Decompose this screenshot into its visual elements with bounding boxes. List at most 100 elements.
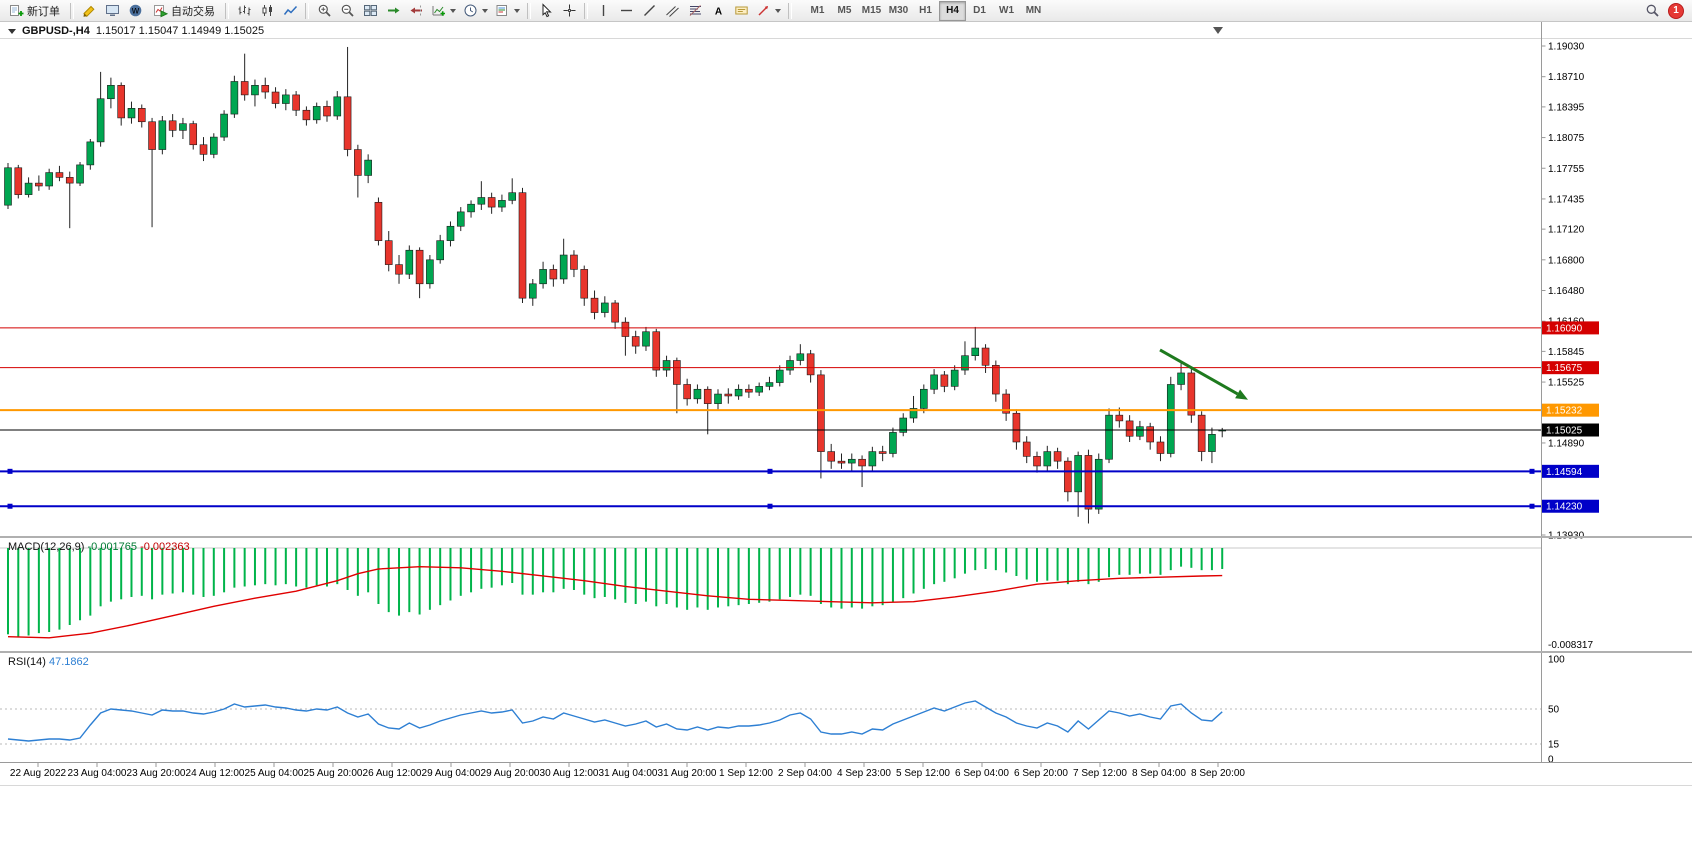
text-label-button[interactable] bbox=[730, 1, 752, 21]
chart-shift-button[interactable] bbox=[405, 1, 427, 21]
candle-up bbox=[662, 360, 671, 371]
text-button[interactable]: A bbox=[707, 1, 729, 21]
hline-handle[interactable] bbox=[767, 503, 773, 509]
candle-down bbox=[806, 353, 815, 376]
candle-up bbox=[775, 369, 784, 383]
candle-up bbox=[282, 94, 290, 104]
candlestick-chart-icon bbox=[262, 5, 272, 16]
candle-up bbox=[24, 182, 33, 195]
mql5-community-button[interactable]: w bbox=[124, 1, 146, 21]
zoom-in-button[interactable] bbox=[313, 1, 335, 21]
candle-down bbox=[703, 388, 712, 404]
fibonacci-button[interactable] bbox=[684, 1, 706, 21]
notification-badge[interactable]: 1 bbox=[1668, 2, 1684, 19]
candle-down bbox=[981, 347, 990, 366]
price-tag-label: 1.14230 bbox=[1546, 502, 1583, 513]
search-button[interactable] bbox=[1641, 1, 1663, 21]
macd-signal-value: -0.002363 bbox=[140, 541, 190, 553]
timeframe-M15[interactable]: M15 bbox=[861, 5, 882, 16]
candle-up bbox=[179, 123, 187, 131]
terminal-button[interactable] bbox=[101, 1, 123, 21]
metaeditor-button[interactable] bbox=[78, 1, 100, 21]
price-tag-label: 1.14594 bbox=[1546, 467, 1583, 478]
time-axis-label: 4 Sep 23:00 bbox=[837, 768, 891, 779]
panel-separator[interactable] bbox=[0, 536, 1692, 538]
candle-up bbox=[312, 106, 321, 121]
clock-icon bbox=[464, 4, 477, 17]
cursor-button[interactable] bbox=[535, 1, 557, 21]
fibonacci-icon bbox=[689, 5, 701, 16]
candle-down bbox=[292, 94, 300, 111]
timeframe-M1[interactable]: M1 bbox=[810, 5, 825, 16]
tile-windows-button[interactable] bbox=[359, 1, 381, 21]
chart-shift-marker[interactable] bbox=[1213, 27, 1223, 34]
timeframe-MN[interactable]: MN bbox=[1025, 5, 1042, 16]
candle-down bbox=[55, 172, 64, 178]
candle-down bbox=[621, 321, 630, 337]
horizontal-line-button[interactable] bbox=[615, 1, 637, 21]
new-order-button[interactable]: 新订单 bbox=[3, 1, 66, 21]
time-axis-label: 7 Sep 12:00 bbox=[1073, 768, 1127, 779]
candlestick-chart-button[interactable] bbox=[256, 1, 278, 21]
price-axis-label: 1.17120 bbox=[1548, 225, 1585, 236]
candle-up bbox=[1136, 426, 1144, 437]
new-order-label: 新订单 bbox=[27, 5, 60, 18]
rsi-axis-label: 100 bbox=[1548, 655, 1565, 666]
vertical-line-button[interactable] bbox=[592, 1, 614, 21]
price-tag bbox=[1542, 321, 1599, 335]
timeframe-M5[interactable]: M5 bbox=[837, 5, 852, 16]
auto-trading-play-icon bbox=[154, 5, 168, 18]
candle-up bbox=[446, 225, 455, 241]
line-chart-button[interactable] bbox=[279, 1, 301, 21]
candle-up bbox=[107, 85, 115, 100]
time-axis-label: 2 Sep 04:00 bbox=[778, 768, 832, 779]
bar-chart-button[interactable] bbox=[233, 1, 255, 21]
hline-handle[interactable] bbox=[767, 468, 773, 474]
candle-down bbox=[745, 388, 753, 393]
hline-handle[interactable] bbox=[1529, 503, 1535, 509]
timeframe-M30[interactable]: M30 bbox=[888, 5, 909, 16]
candle-down bbox=[189, 123, 198, 146]
templates-button[interactable] bbox=[492, 1, 523, 21]
panel-separator[interactable] bbox=[0, 651, 1692, 653]
candle-down bbox=[1146, 426, 1154, 443]
hline-handle[interactable] bbox=[1529, 468, 1535, 474]
auto-scroll-button[interactable] bbox=[382, 1, 404, 21]
time-axis-label: 29 Aug 04:00 bbox=[422, 768, 481, 779]
timeframe-H1[interactable]: H1 bbox=[919, 5, 932, 16]
chart-canvas[interactable]: 1.19030 1.18710 1.18395 1.18075 1.17755 1.174… bbox=[0, 22, 1692, 847]
crosshair-button[interactable] bbox=[558, 1, 580, 21]
channel-button[interactable] bbox=[661, 1, 683, 21]
timeframe-D1[interactable]: D1 bbox=[973, 5, 986, 16]
trend-arrow-head[interactable] bbox=[1235, 389, 1248, 400]
trend-arrow-line[interactable] bbox=[1159, 348, 1239, 396]
vertical-line-icon bbox=[602, 5, 604, 16]
price-tag-label: 1.16090 bbox=[1546, 323, 1583, 334]
candle-down bbox=[549, 269, 558, 280]
zoom-out-button[interactable] bbox=[336, 1, 358, 21]
indicators-button[interactable] bbox=[428, 1, 459, 21]
candle-up bbox=[765, 382, 774, 387]
trendline-button[interactable] bbox=[638, 1, 660, 21]
symbol-dropdown-icon[interactable] bbox=[8, 28, 16, 34]
hline-handle[interactable] bbox=[7, 468, 13, 474]
hline-handle[interactable] bbox=[7, 503, 13, 509]
arrows-tool-button[interactable] bbox=[753, 1, 784, 21]
candle-down bbox=[384, 240, 393, 265]
time-axis-label: 23 Aug 04:00 bbox=[68, 768, 127, 779]
candle-up bbox=[4, 167, 12, 206]
candle-down bbox=[837, 460, 846, 464]
candle-down bbox=[137, 108, 146, 123]
candle-up bbox=[251, 85, 259, 96]
candle-down bbox=[1084, 455, 1093, 510]
timeframe-H4[interactable]: H4 bbox=[939, 0, 966, 21]
price-axis-label: 1.18075 bbox=[1548, 133, 1585, 144]
periods-button[interactable] bbox=[460, 1, 491, 21]
time-axis-label: 5 Sep 12:00 bbox=[896, 768, 950, 779]
timeframe-W1[interactable]: W1 bbox=[999, 5, 1014, 16]
price-axis-label: 1.17755 bbox=[1548, 164, 1585, 175]
rsi-axis-label: 50 bbox=[1548, 705, 1560, 716]
candle-up bbox=[1208, 434, 1216, 452]
candle-down bbox=[1156, 441, 1165, 454]
auto-trading-button[interactable]: 自动交易 bbox=[147, 1, 221, 21]
